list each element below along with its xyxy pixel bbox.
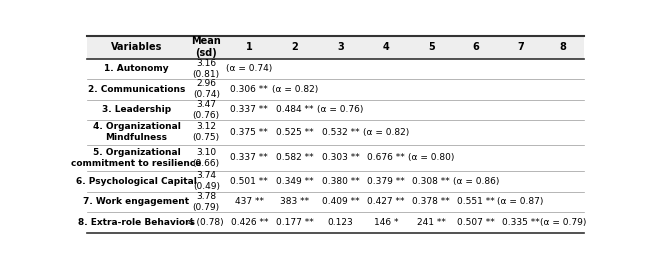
Text: 8. Extra-role Behaviors: 8. Extra-role Behaviors xyxy=(78,218,195,227)
Text: 0.582 **: 0.582 ** xyxy=(276,153,314,162)
Text: 7: 7 xyxy=(517,42,524,52)
Text: 0.501 **: 0.501 ** xyxy=(230,177,268,186)
Text: 437 **: 437 ** xyxy=(235,197,264,206)
Text: 0.306 **: 0.306 ** xyxy=(230,85,268,94)
Text: 0.507 **: 0.507 ** xyxy=(457,218,494,227)
Text: 146 *: 146 * xyxy=(374,218,398,227)
Text: 0.409 **: 0.409 ** xyxy=(322,197,359,206)
Text: 1: 1 xyxy=(246,42,252,52)
Bar xyxy=(87,192,583,212)
Bar xyxy=(87,59,583,79)
Text: (α = 0.82): (α = 0.82) xyxy=(363,128,409,137)
Text: 3.12
(0.75): 3.12 (0.75) xyxy=(193,122,220,142)
Text: 3: 3 xyxy=(337,42,344,52)
Text: 0.303 **: 0.303 ** xyxy=(322,153,360,162)
Text: 3.10
(0.66): 3.10 (0.66) xyxy=(193,148,220,168)
Text: 0.335 **: 0.335 ** xyxy=(502,218,540,227)
Text: (α = 0.86): (α = 0.86) xyxy=(453,177,499,186)
Text: 3.47
(0.76): 3.47 (0.76) xyxy=(193,100,220,120)
Bar xyxy=(87,36,583,59)
Text: 3. Leadership: 3. Leadership xyxy=(102,105,171,114)
Text: (α = 0.74): (α = 0.74) xyxy=(226,64,272,73)
Text: 4: 4 xyxy=(383,42,390,52)
Text: 1. Autonomy: 1. Autonomy xyxy=(104,64,169,73)
Text: 0.427 **: 0.427 ** xyxy=(368,197,405,206)
Text: 0.551 **: 0.551 ** xyxy=(457,197,494,206)
Text: 0.378 **: 0.378 ** xyxy=(413,197,450,206)
Text: 0.532 **: 0.532 ** xyxy=(322,128,359,137)
Text: 4. Organizational
Mindfulness: 4. Organizational Mindfulness xyxy=(93,122,181,142)
Text: 0.123: 0.123 xyxy=(328,218,353,227)
Text: 3.16
(0.81): 3.16 (0.81) xyxy=(193,59,220,79)
Text: (α = 0.79): (α = 0.79) xyxy=(540,218,587,227)
Text: 3.78
(0.79): 3.78 (0.79) xyxy=(193,192,220,212)
Text: 0.484 **: 0.484 ** xyxy=(276,105,314,114)
Bar xyxy=(87,212,583,233)
Text: 0.676 **: 0.676 ** xyxy=(368,153,405,162)
Text: 0.379 **: 0.379 ** xyxy=(368,177,405,186)
Text: 0.308 **: 0.308 ** xyxy=(413,177,450,186)
Text: Variables: Variables xyxy=(111,42,162,52)
Text: Mean
(sd): Mean (sd) xyxy=(192,36,221,59)
Bar xyxy=(87,171,583,192)
Text: 0.337 **: 0.337 ** xyxy=(230,153,268,162)
Text: 241 **: 241 ** xyxy=(417,218,446,227)
Text: 5. Organizational
commitment to resilience: 5. Organizational commitment to resilien… xyxy=(71,148,201,168)
Text: (α = 0.80): (α = 0.80) xyxy=(408,153,455,162)
Text: 0.375 **: 0.375 ** xyxy=(230,128,268,137)
Text: 6: 6 xyxy=(472,42,479,52)
Text: 4 (0.78): 4 (0.78) xyxy=(188,218,224,227)
Text: 0.426 **: 0.426 ** xyxy=(230,218,268,227)
Text: 3.74
(0.49): 3.74 (0.49) xyxy=(193,171,220,192)
Text: 383 **: 383 ** xyxy=(281,197,309,206)
Text: 5: 5 xyxy=(428,42,435,52)
Text: 0.525 **: 0.525 ** xyxy=(276,128,314,137)
Text: 6. Psychological Capital: 6. Psychological Capital xyxy=(76,177,197,186)
Text: 2.96
(0.74): 2.96 (0.74) xyxy=(193,79,220,99)
Text: 0.337 **: 0.337 ** xyxy=(230,105,268,114)
Bar xyxy=(87,120,583,144)
Bar xyxy=(87,99,583,120)
Text: (α = 0.76): (α = 0.76) xyxy=(317,105,364,114)
Text: (α = 0.87): (α = 0.87) xyxy=(497,197,543,206)
Bar xyxy=(87,145,583,171)
Text: 7. Work engagement: 7. Work engagement xyxy=(84,197,190,206)
Text: 0.177 **: 0.177 ** xyxy=(276,218,314,227)
Text: 0.380 **: 0.380 ** xyxy=(322,177,360,186)
Text: 0.349 **: 0.349 ** xyxy=(276,177,314,186)
Bar xyxy=(87,79,583,99)
Text: 2. Communications: 2. Communications xyxy=(88,85,185,94)
Text: 8: 8 xyxy=(560,42,566,52)
Text: 2: 2 xyxy=(292,42,298,52)
Text: (α = 0.82): (α = 0.82) xyxy=(272,85,318,94)
